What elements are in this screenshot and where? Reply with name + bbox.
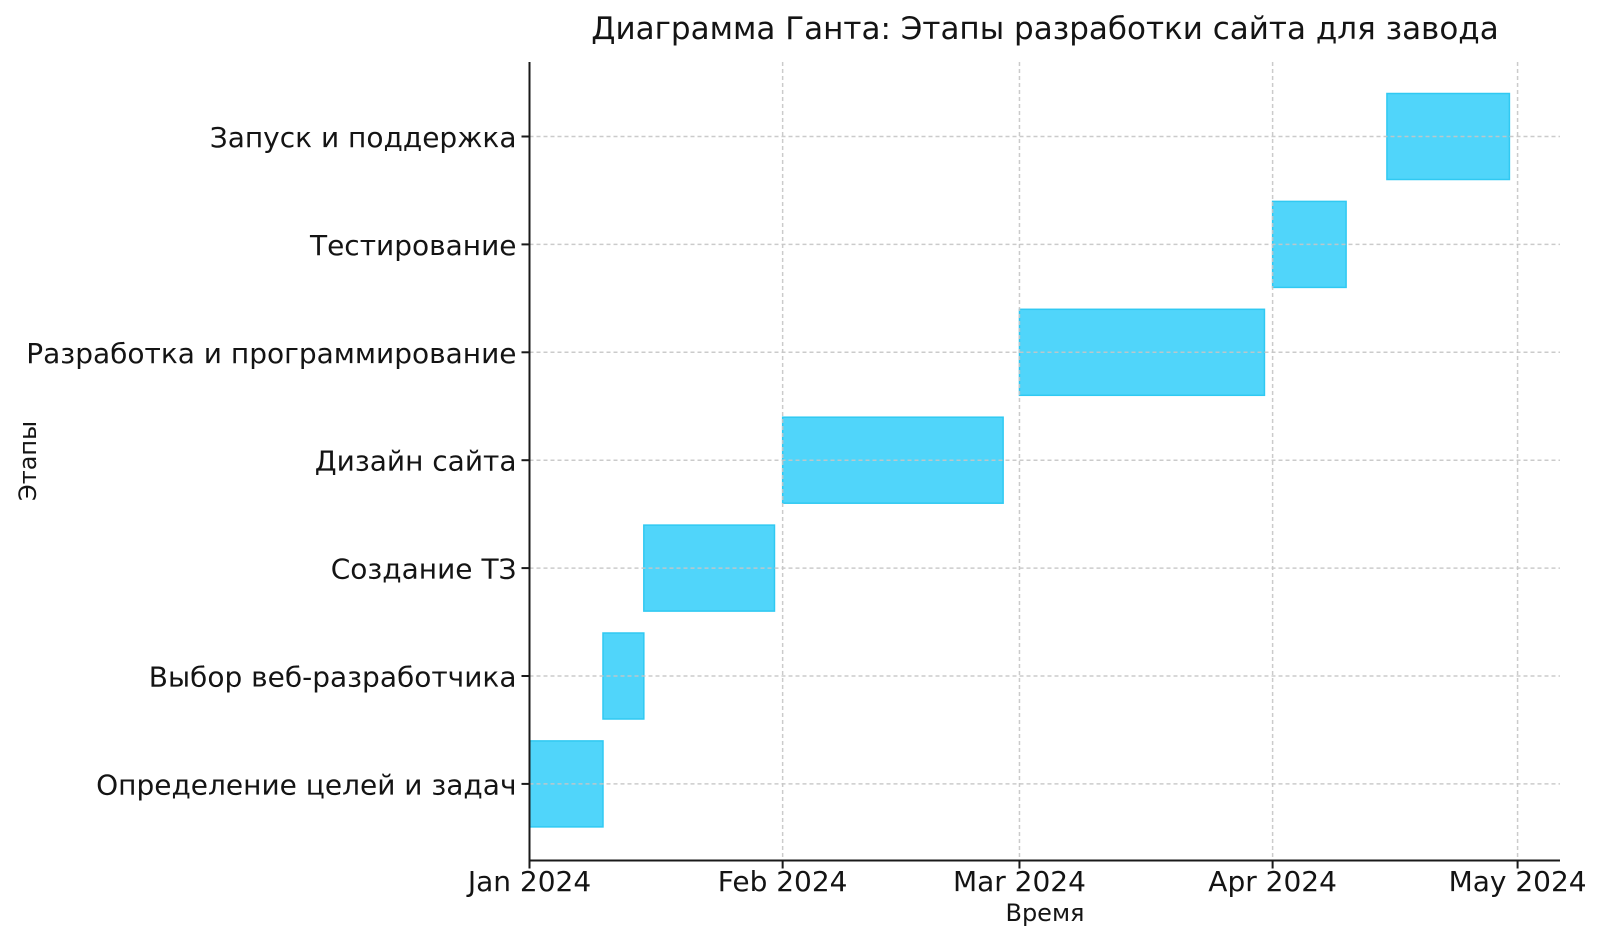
x-tick-label: Mar 2024 <box>953 865 1086 898</box>
x-tick-label: Apr 2024 <box>1208 865 1337 898</box>
y-tick-label: Разработка и программирование <box>26 337 516 370</box>
x-tick-label: Jan 2024 <box>466 865 591 898</box>
gantt-bar <box>781 416 1004 504</box>
x-tick-label: Feb 2024 <box>718 865 848 898</box>
y-tick-label: Создание ТЗ <box>331 553 517 586</box>
y-tick-label: Выбор веб-разработчика <box>149 661 517 694</box>
x-axis-label: Время <box>1005 899 1085 927</box>
y-tick-label: Запуск и поддержка <box>210 121 517 154</box>
y-tick-label: Дизайн сайта <box>315 445 517 478</box>
x-tick-label: May 2024 <box>1449 865 1587 898</box>
chart-title: Диаграмма Ганта: Этапы разработки сайта … <box>591 11 1499 47</box>
y-tick-label: Определение целей и задач <box>96 768 516 801</box>
y-tick-label: Тестирование <box>309 229 517 262</box>
